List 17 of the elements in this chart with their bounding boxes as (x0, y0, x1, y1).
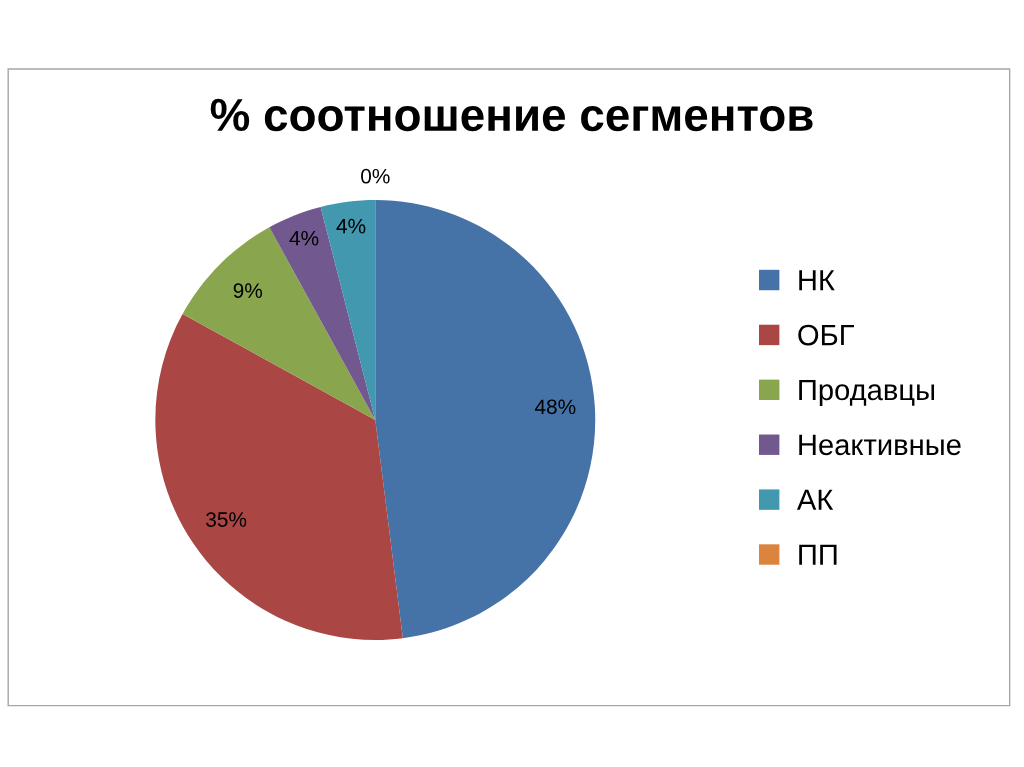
pie-slice (155, 313, 403, 640)
pie-slice (269, 206, 376, 420)
legend-label: НК (799, 270, 835, 291)
legend-label: Неактивные (799, 434, 961, 456)
data-label: 4% (289, 230, 319, 246)
legend-label: АК (796, 489, 834, 510)
data-label: 4% (336, 218, 366, 234)
chart-title: % соотношение сегментов (210, 98, 813, 132)
legend-label: ПП (799, 544, 837, 565)
legend-label: ОБГ (798, 324, 854, 346)
legend-label: Продавцы (799, 379, 935, 407)
data-label: 35% (206, 512, 247, 527)
pie-slice (375, 199, 596, 639)
pie-slice (320, 199, 376, 420)
data-label: 9% (233, 283, 263, 298)
data-label: 48% (534, 399, 576, 415)
text: 0% (361, 168, 390, 184)
